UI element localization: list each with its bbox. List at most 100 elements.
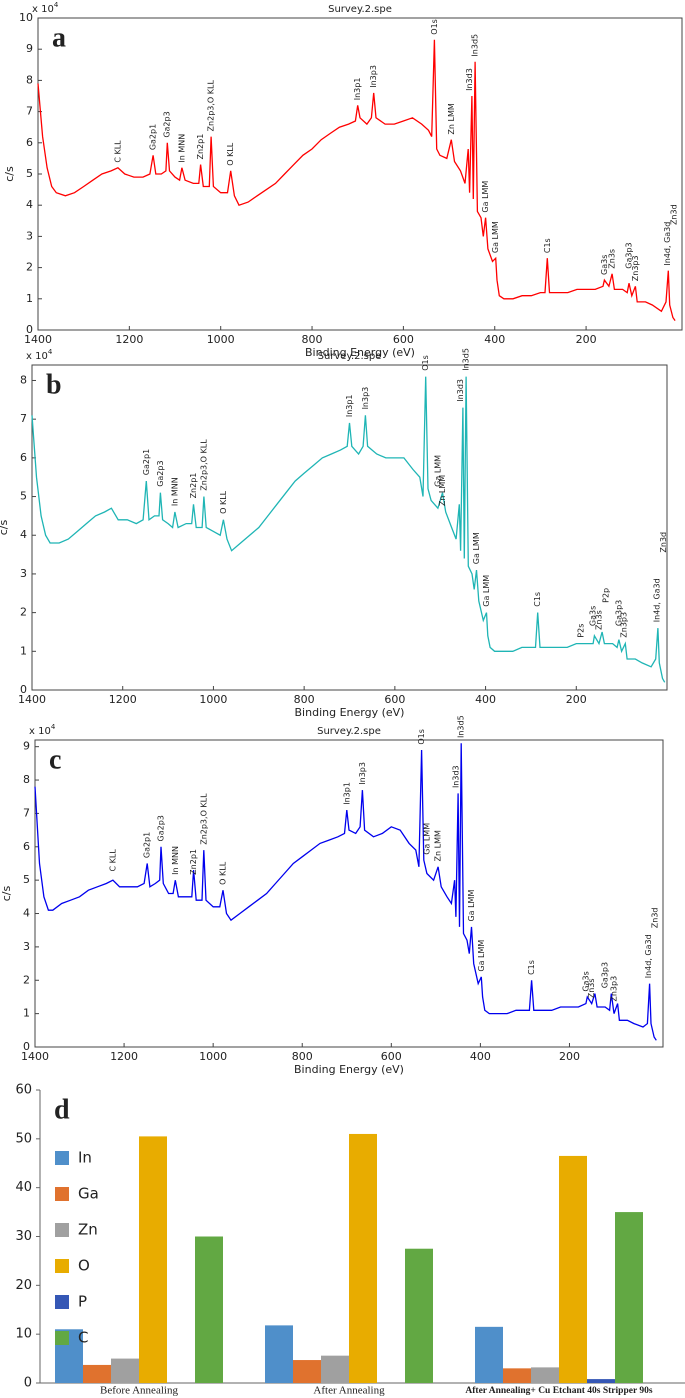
y-multiplier-exp: 4 <box>48 348 53 356</box>
y-tick-label: 2 <box>20 606 27 619</box>
peak-label: Zn LMM <box>434 830 443 861</box>
bar <box>475 1326 503 1383</box>
y-tick-label: 0 <box>24 1376 32 1391</box>
bar <box>615 1212 643 1383</box>
peak-label: Zn LMM <box>447 103 456 134</box>
y-tick-label: 40 <box>15 1180 32 1195</box>
y-tick-label: 3 <box>26 229 33 242</box>
spectrum-line <box>31 376 666 683</box>
peak-label: Zn2p1 <box>189 473 198 499</box>
peak-label: C KLL <box>113 140 122 163</box>
peak-label: O1s <box>417 729 426 745</box>
bar <box>293 1360 321 1383</box>
peak-label: O KLL <box>226 142 235 166</box>
y-tick-label: 7 <box>23 806 30 819</box>
y-tick-label: 0 <box>23 1040 30 1053</box>
y-tick-label: 50 <box>15 1131 32 1146</box>
panel-letter: c <box>49 744 61 775</box>
bar <box>587 1379 615 1383</box>
panel-letter: a <box>52 22 66 53</box>
x-tick-label: 800 <box>302 333 323 346</box>
y-tick-label: 7 <box>20 412 27 425</box>
y-tick-label: 8 <box>23 773 30 786</box>
x-tick-label: 1000 <box>199 693 227 706</box>
plot-frame <box>37 17 683 331</box>
y-tick-label: 6 <box>26 136 33 149</box>
peak-label: Zn2p1 <box>189 849 198 875</box>
peak-label: Ga3s <box>581 971 590 991</box>
peak-label: Zn3d <box>669 204 678 225</box>
y-tick-label: 6 <box>20 451 27 464</box>
x-axis-label: Binding Energy (eV) <box>294 1063 404 1076</box>
legend-swatch <box>55 1223 69 1237</box>
y-tick-label: 9 <box>23 740 30 753</box>
y-tick-label: 4 <box>26 198 33 211</box>
legend-label: In <box>78 1149 92 1167</box>
y-tick-label: 6 <box>23 840 30 853</box>
x-tick-label: 400 <box>470 1050 491 1063</box>
y-axis-label: c/s <box>0 885 13 901</box>
peak-label: Ga2p1 <box>149 124 158 150</box>
peak-label: Ga2p3 <box>163 111 172 137</box>
x-tick-label: 600 <box>393 333 414 346</box>
peak-label: In4d, Ga3d <box>663 222 672 266</box>
peak-label: Zn2p3,O KLL <box>199 439 208 491</box>
spectrum-line <box>34 743 657 1041</box>
y-multiplier-exp: 4 <box>51 723 56 731</box>
y-multiplier-base: x 10 <box>26 351 48 362</box>
x-tick-label: 400 <box>484 333 505 346</box>
x-tick-label: 1400 <box>21 1050 49 1063</box>
x-tick-label: After Annealing+ Cu Etchant 40s Stripper… <box>465 1386 652 1396</box>
peak-label: C1s <box>533 592 542 607</box>
y-multiplier: x 104 <box>26 348 53 362</box>
peak-label: Zn3s <box>594 610 603 630</box>
x-tick-label: 1400 <box>18 693 46 706</box>
y-tick-label: 1 <box>20 644 27 657</box>
peak-label: O1s <box>430 19 439 35</box>
bar <box>265 1325 293 1383</box>
peak-label: Zn3d <box>659 532 668 553</box>
x-axis-label: Binding Energy (eV) <box>295 706 405 719</box>
peak-label: Ga3p3 <box>614 600 623 626</box>
peak-label: Zn2p3,O KLL <box>199 793 208 845</box>
peak-label: In3p3 <box>361 387 370 410</box>
legend-swatch <box>55 1151 69 1165</box>
y-tick-label: 60 <box>15 1083 32 1098</box>
peak-label: In3p1 <box>345 394 354 417</box>
peak-label: In3d5 <box>457 715 466 738</box>
peak-label: Zn3p3 <box>631 255 640 281</box>
x-tick-label: 1200 <box>110 1050 138 1063</box>
chart-title: Survey.2.spe <box>328 4 392 15</box>
legend-label: Zn <box>78 1221 98 1239</box>
x-tick-label: Before Annealing <box>100 1385 178 1397</box>
peak-label: Ga LMM <box>422 823 431 855</box>
peak-label: Ga LMM <box>467 890 476 922</box>
peak-label: Zn3p3 <box>619 612 628 638</box>
legend-swatch <box>55 1259 69 1273</box>
x-tick-label: 800 <box>292 1050 313 1063</box>
legend-label: C <box>78 1329 88 1347</box>
peak-label: Ga LMM <box>477 940 486 972</box>
peak-label: In3d3 <box>465 68 474 91</box>
peak-label: Ga2p3 <box>156 460 165 486</box>
peak-label: Zn3s <box>608 249 617 269</box>
bar <box>349 1133 377 1383</box>
x-tick-label: 200 <box>566 693 587 706</box>
y-tick-label: 1 <box>23 1007 30 1020</box>
x-tick-label: 800 <box>294 693 315 706</box>
y-multiplier-exp: 4 <box>54 1 59 9</box>
y-axis-label: c/s <box>0 519 10 535</box>
bar <box>83 1364 111 1383</box>
peak-label: Ga LMM <box>491 221 500 253</box>
peak-label: Zn2p3,O KLL <box>207 80 216 132</box>
legend-label: P <box>78 1293 87 1311</box>
legend-swatch <box>55 1331 69 1345</box>
bar <box>559 1155 587 1383</box>
y-tick-label: 0 <box>20 683 27 696</box>
peak-label: In4d, Ga3d <box>644 934 653 978</box>
peak-label: Zn3s <box>587 978 596 998</box>
peak-label: Ga3p3 <box>625 242 634 268</box>
x-tick-label: 1000 <box>199 1050 227 1063</box>
peak-label: Ga3s <box>600 255 609 275</box>
bar <box>503 1368 531 1383</box>
